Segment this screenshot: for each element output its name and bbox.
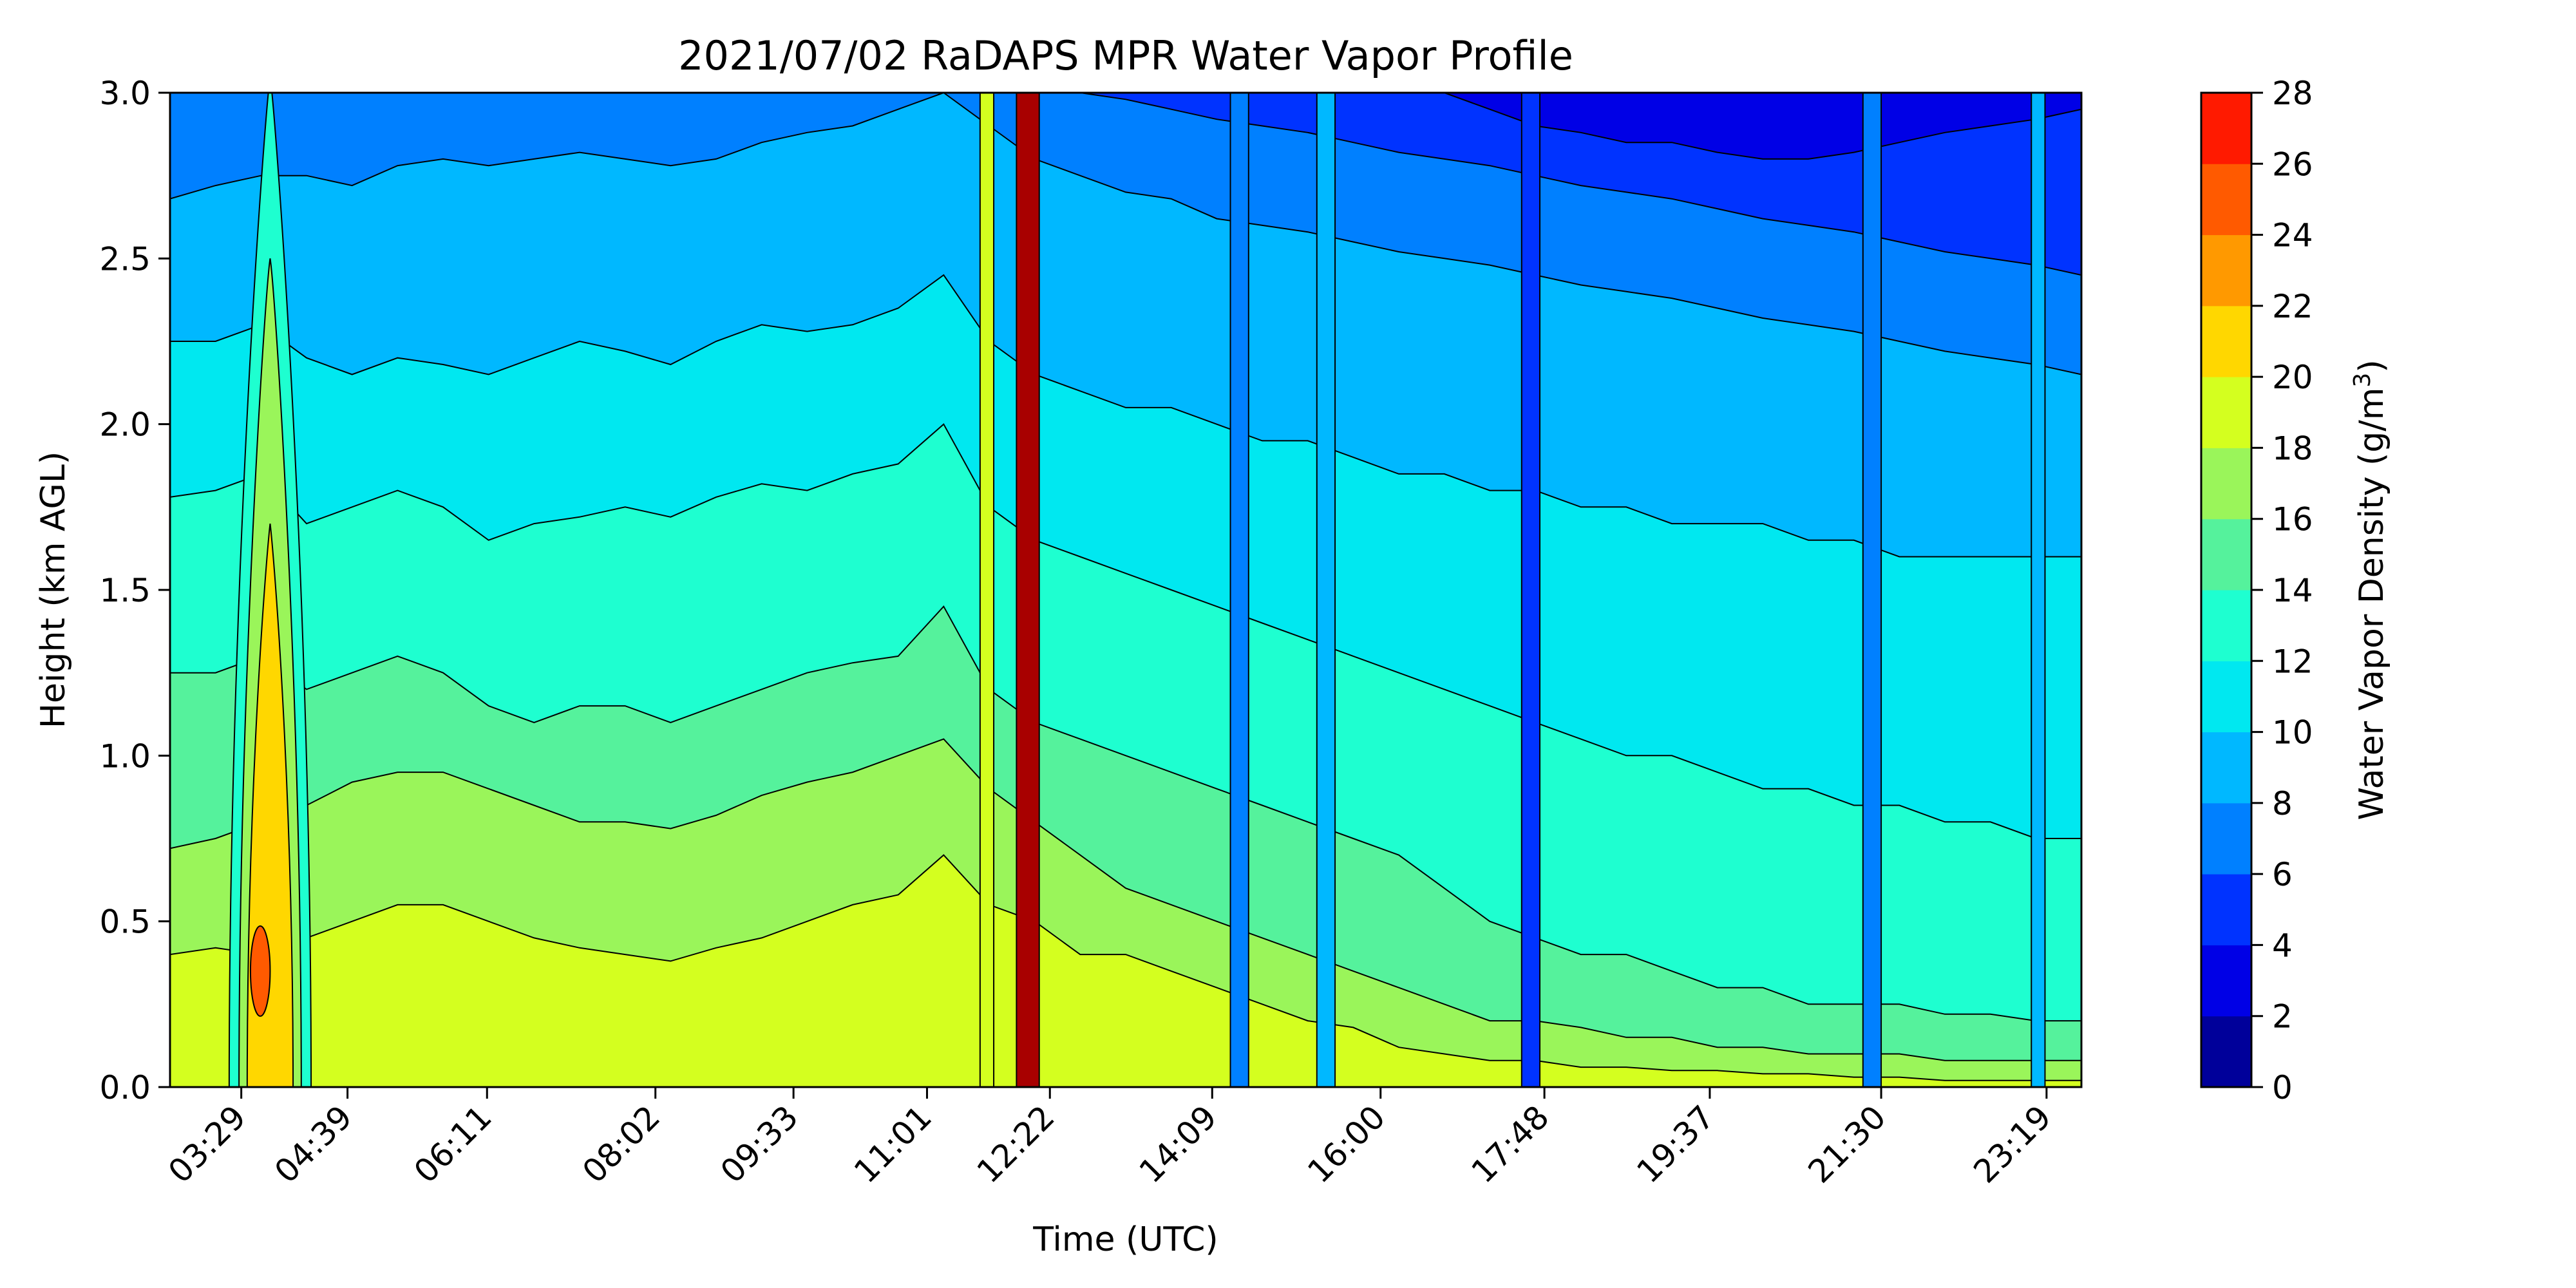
moist-plume-peak (249, 925, 271, 1017)
colorbar-swatch-24 (2201, 164, 2251, 236)
colorbar-swatch-18 (2201, 377, 2251, 448)
x-tick-label: 17:48 (1464, 1098, 1557, 1190)
x-tick-label: 16:00 (1300, 1098, 1392, 1190)
vertical-column-6 (2031, 93, 2046, 1087)
colorbar-tick-label: 18 (2272, 430, 2313, 467)
colorbar-swatch-10 (2201, 661, 2251, 733)
x-tick-label: 09:33 (714, 1098, 806, 1190)
y-axis-label: Height (km AGL) (34, 451, 73, 728)
colorbar-tick-label: 14 (2272, 572, 2313, 609)
colorbar-tick-label: 24 (2272, 217, 2313, 254)
y-tick-label: 2.0 (99, 406, 151, 444)
colorbar-tick-label: 2 (2272, 998, 2293, 1036)
contour-line-8 (170, 93, 2081, 375)
chart-title: 2021/07/02 RaDAPS MPR Water Vapor Profil… (678, 32, 1573, 79)
colorbar-swatch-2 (2201, 945, 2251, 1017)
y-tick-label: 0.5 (99, 904, 151, 941)
contour-line-6 (1075, 93, 2081, 276)
plot-area (170, 93, 2081, 1087)
colorbar-swatch-22 (2201, 234, 2251, 307)
colorbar-label: Water Vapor Density (g/m3) (2349, 359, 2391, 820)
vertical-column-5 (1862, 93, 1882, 1087)
y-tick-label: 1.0 (99, 737, 151, 775)
y-tick-label: 3.0 (99, 75, 151, 112)
x-tick-label: 08:02 (575, 1098, 667, 1190)
y-axis: 0.0 0.5 1.0 1.5 2.0 2.5 3.0 (99, 75, 170, 1106)
contour-line-14 (170, 605, 2081, 1022)
vertical-column-0 (979, 93, 995, 1087)
vertical-column-2 (1229, 93, 1249, 1087)
x-axis-label: Time (UTC) (1032, 1220, 1218, 1259)
y-tick-label: 2.5 (99, 240, 151, 278)
vertical-column-4 (1520, 93, 1541, 1087)
x-axis: 03:29 04:39 06:11 08:02 09:33 11:01 12:22 14:09… (161, 1087, 2058, 1190)
x-tick-label: 03:29 (161, 1098, 253, 1190)
colorbar-swatch-0 (2201, 1016, 2251, 1088)
x-tick-label: 19:37 (1630, 1098, 1722, 1190)
y-tick-label: 1.5 (99, 572, 151, 609)
colorbar-swatch-16 (2201, 448, 2251, 520)
colorbar-tick-label: 6 (2272, 856, 2293, 893)
colorbar-tick-label: 16 (2272, 501, 2313, 538)
colorbar-tick-label: 20 (2272, 359, 2313, 396)
colorbar-label-close: ) (2353, 359, 2391, 372)
colorbar-swatch-14 (2201, 518, 2251, 591)
colorbar-tick-label: 26 (2272, 146, 2313, 183)
colorbar-tick-label: 22 (2272, 288, 2313, 325)
x-tick-label: 04:39 (267, 1098, 359, 1190)
contour-band-18 (170, 855, 2081, 1087)
colorbar-swatch-8 (2201, 732, 2251, 804)
colorbar-label-superscript: 3 (2349, 373, 2376, 388)
vertical-column-3 (1316, 93, 1336, 1087)
colorbar-swatch-6 (2201, 802, 2251, 875)
x-tick-label: 11:01 (847, 1098, 939, 1190)
contour-line-10 (170, 274, 2081, 558)
contour-line-18 (170, 854, 2081, 1081)
colorbar-tick-label: 28 (2272, 75, 2313, 112)
x-tick-label: 21:30 (1801, 1098, 1893, 1190)
colorbar-label-text: Water Vapor Density (g/m (2353, 388, 2391, 820)
x-tick-label: 23:19 (1966, 1098, 2058, 1190)
colorbar-swatch-20 (2201, 305, 2251, 377)
colorbar-swatch-26 (2201, 93, 2251, 164)
colorbar (2201, 93, 2251, 1088)
colorbar-swatch-12 (2201, 590, 2251, 661)
x-tick-label: 06:11 (407, 1098, 499, 1190)
vertical-column-1 (1016, 93, 1040, 1087)
contour-line-12 (170, 423, 2081, 839)
colorbar-tick-label: 0 (2272, 1069, 2293, 1106)
colorbar-tick-label: 10 (2272, 714, 2313, 752)
colorbar-tick-label: 4 (2272, 927, 2293, 964)
x-tick-label: 12:22 (970, 1098, 1062, 1190)
contour-line-4 (1442, 93, 2081, 160)
colorbar-tick-label: 8 (2272, 785, 2293, 822)
colorbar-tick-label: 12 (2272, 643, 2313, 680)
x-tick-label: 14:09 (1132, 1098, 1224, 1190)
colorbar-swatch-4 (2201, 874, 2251, 945)
y-tick-label: 0.0 (99, 1069, 151, 1106)
contour-line-16 (170, 738, 2081, 1061)
